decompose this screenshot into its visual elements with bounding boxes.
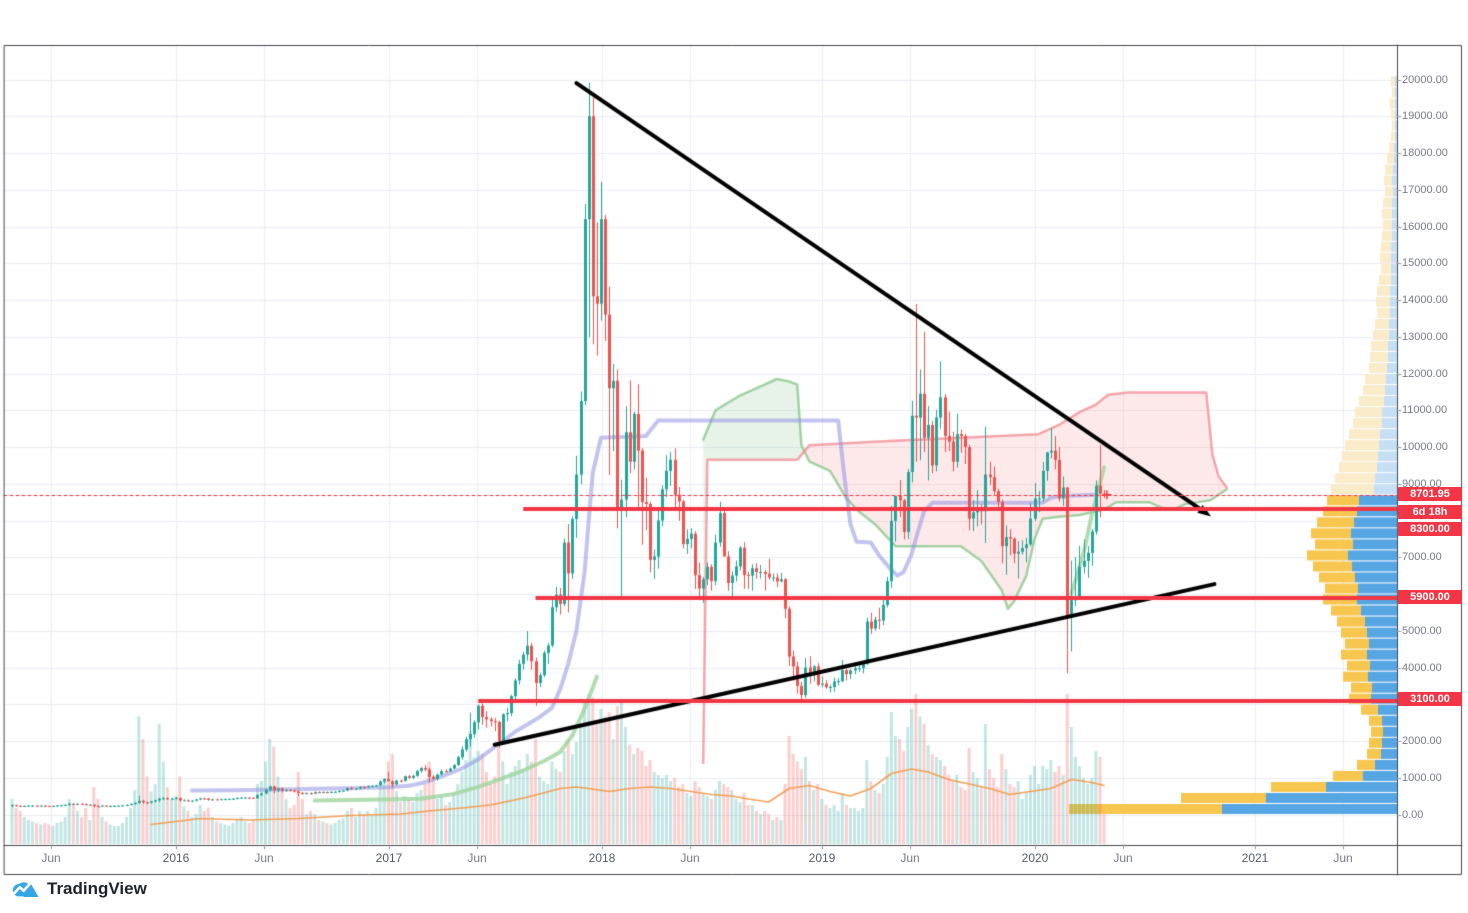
- price-axis-label: 1000.00: [1402, 771, 1442, 784]
- time-axis-label: Jun: [41, 851, 61, 865]
- price-axis-label: 13000.00: [1402, 330, 1448, 343]
- price-badge: 6d 18h: [1398, 505, 1462, 519]
- price-badge: 8300.00: [1398, 522, 1462, 536]
- time-axis-label: 2017: [375, 851, 403, 865]
- price-axis-label: 2000.00: [1402, 735, 1442, 747]
- time-axis-label: 2021: [1241, 851, 1269, 865]
- price-axis-label: 16000.00: [1402, 220, 1448, 233]
- time-axis-label: 2018: [588, 851, 616, 865]
- price-axis-label: 4000.00: [1402, 661, 1442, 674]
- price-axis-label: 7000.00: [1402, 551, 1442, 564]
- price-axis-label: 20000.00: [1402, 73, 1448, 86]
- time-axis-label: Jun: [900, 851, 920, 865]
- price-axis-label: 5000.00: [1402, 624, 1442, 637]
- time-axis-label: 2019: [808, 851, 836, 865]
- tradingview-logo[interactable]: TradingView: [10, 878, 147, 900]
- time-axis-label: Jun: [1333, 851, 1353, 865]
- time-axis-label: Jun: [680, 851, 700, 865]
- time-axis-label: Jun: [467, 851, 487, 865]
- price-axis-label: 19000.00: [1402, 110, 1448, 123]
- time-axis-label: 2020: [1021, 851, 1049, 865]
- price-axis-label: 14000.00: [1402, 294, 1448, 306]
- price-axis-label: 12000.00: [1402, 367, 1448, 380]
- price-axis-label: 11000.00: [1402, 404, 1448, 417]
- price-axis-label: 9000.00: [1402, 477, 1442, 490]
- tradingview-cloud-mountain-icon: [12, 882, 39, 897]
- price-axis-label: 15000.00: [1402, 257, 1448, 270]
- time-axis-label: Jun: [1113, 851, 1133, 865]
- price-badge: 5900.00: [1398, 590, 1462, 604]
- logo-text: TradingView: [47, 879, 147, 898]
- price-badge: 3100.00: [1398, 692, 1462, 706]
- price-axis-label: 0.00: [1402, 808, 1424, 821]
- time-axis-label: Jun: [254, 851, 274, 865]
- price-axis-label: 10000.00: [1402, 441, 1448, 453]
- price-badge: 8701.95: [1398, 487, 1462, 501]
- price-axis-label: 18000.00: [1402, 147, 1448, 159]
- time-axis-label: 2016: [162, 851, 190, 865]
- price-axis-label: 17000.00: [1402, 183, 1448, 196]
